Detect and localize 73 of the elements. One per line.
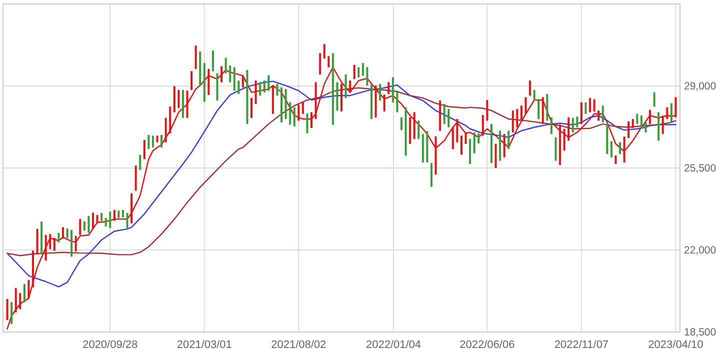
candlestick — [190, 70, 193, 90]
y-tick-label: 22,000 — [684, 244, 716, 257]
candlestick — [152, 135, 154, 148]
candlestick — [670, 102, 672, 123]
candlestick — [430, 162, 432, 188]
line-series — [6, 80, 676, 288]
candlestick — [538, 100, 540, 120]
line-series — [6, 87, 676, 256]
candlestick — [383, 94, 386, 112]
candlestick — [508, 130, 510, 150]
line-series — [6, 66, 676, 330]
candlestick — [10, 302, 13, 325]
candlestick — [160, 134, 163, 148]
candlestick — [238, 80, 240, 94]
candlestick — [674, 96, 677, 118]
candlestick — [572, 117, 574, 133]
candlestick — [220, 66, 223, 83]
candlestick — [580, 102, 582, 124]
candlestick — [353, 64, 356, 80]
candlestick — [486, 100, 488, 122]
candlestick — [443, 104, 446, 124]
y-tick-label: 18,500 — [684, 326, 716, 339]
candlestick — [456, 118, 458, 143]
candlestick — [328, 56, 330, 68]
candlestick — [139, 154, 142, 170]
candlestick — [53, 238, 56, 252]
candlestick — [344, 74, 347, 98]
candlestick — [74, 235, 77, 252]
candlestick — [229, 65, 232, 83]
x-tick-label: 2021/03/01 — [176, 339, 232, 351]
candlestick — [503, 134, 506, 158]
candlestick — [298, 104, 300, 122]
candlestick — [126, 212, 128, 228]
candlestick — [19, 292, 22, 310]
candlestick — [460, 135, 462, 156]
candlestick — [640, 115, 642, 130]
x-tick-label: 2022/01/04 — [366, 339, 422, 351]
y-tick-label: 29,000 — [684, 80, 716, 93]
candlestick — [250, 97, 253, 118]
candlestick — [520, 105, 522, 122]
candlestick — [418, 120, 420, 140]
x-tick-label: 2021/08/02 — [271, 339, 326, 351]
candlestick — [396, 90, 398, 113]
candlestick — [512, 110, 514, 133]
candlestick — [362, 62, 364, 76]
candlestick — [212, 50, 214, 72]
candlestick — [254, 80, 257, 105]
candlestick — [79, 218, 82, 236]
candlestick — [49, 234, 52, 250]
y-tick-label: 25,500 — [684, 162, 716, 175]
candlestick — [242, 75, 244, 88]
candlestick — [263, 80, 266, 93]
candlestick — [306, 112, 308, 134]
candlestick — [529, 80, 532, 96]
candlestick — [293, 106, 296, 127]
candlestick — [88, 216, 90, 234]
candlestick — [194, 45, 197, 70]
x-tick-label: 2022/11/07 — [554, 339, 609, 351]
candlestick — [349, 80, 352, 93]
candlestick — [319, 52, 322, 76]
candlestick — [28, 279, 30, 299]
x-tick-label: 2023/04/10 — [648, 339, 704, 351]
candlestick — [109, 211, 112, 228]
x-tick-label: 2022/06/06 — [460, 339, 515, 351]
candlestick — [268, 74, 270, 92]
candlestick — [524, 96, 527, 114]
candlestick — [482, 114, 484, 136]
candlestick — [323, 44, 326, 59]
candlestick — [92, 212, 94, 230]
candlestick — [452, 126, 454, 150]
candlestick — [224, 57, 227, 74]
candlestick — [602, 105, 604, 123]
x-tick-label: 2020/09/28 — [82, 339, 138, 351]
